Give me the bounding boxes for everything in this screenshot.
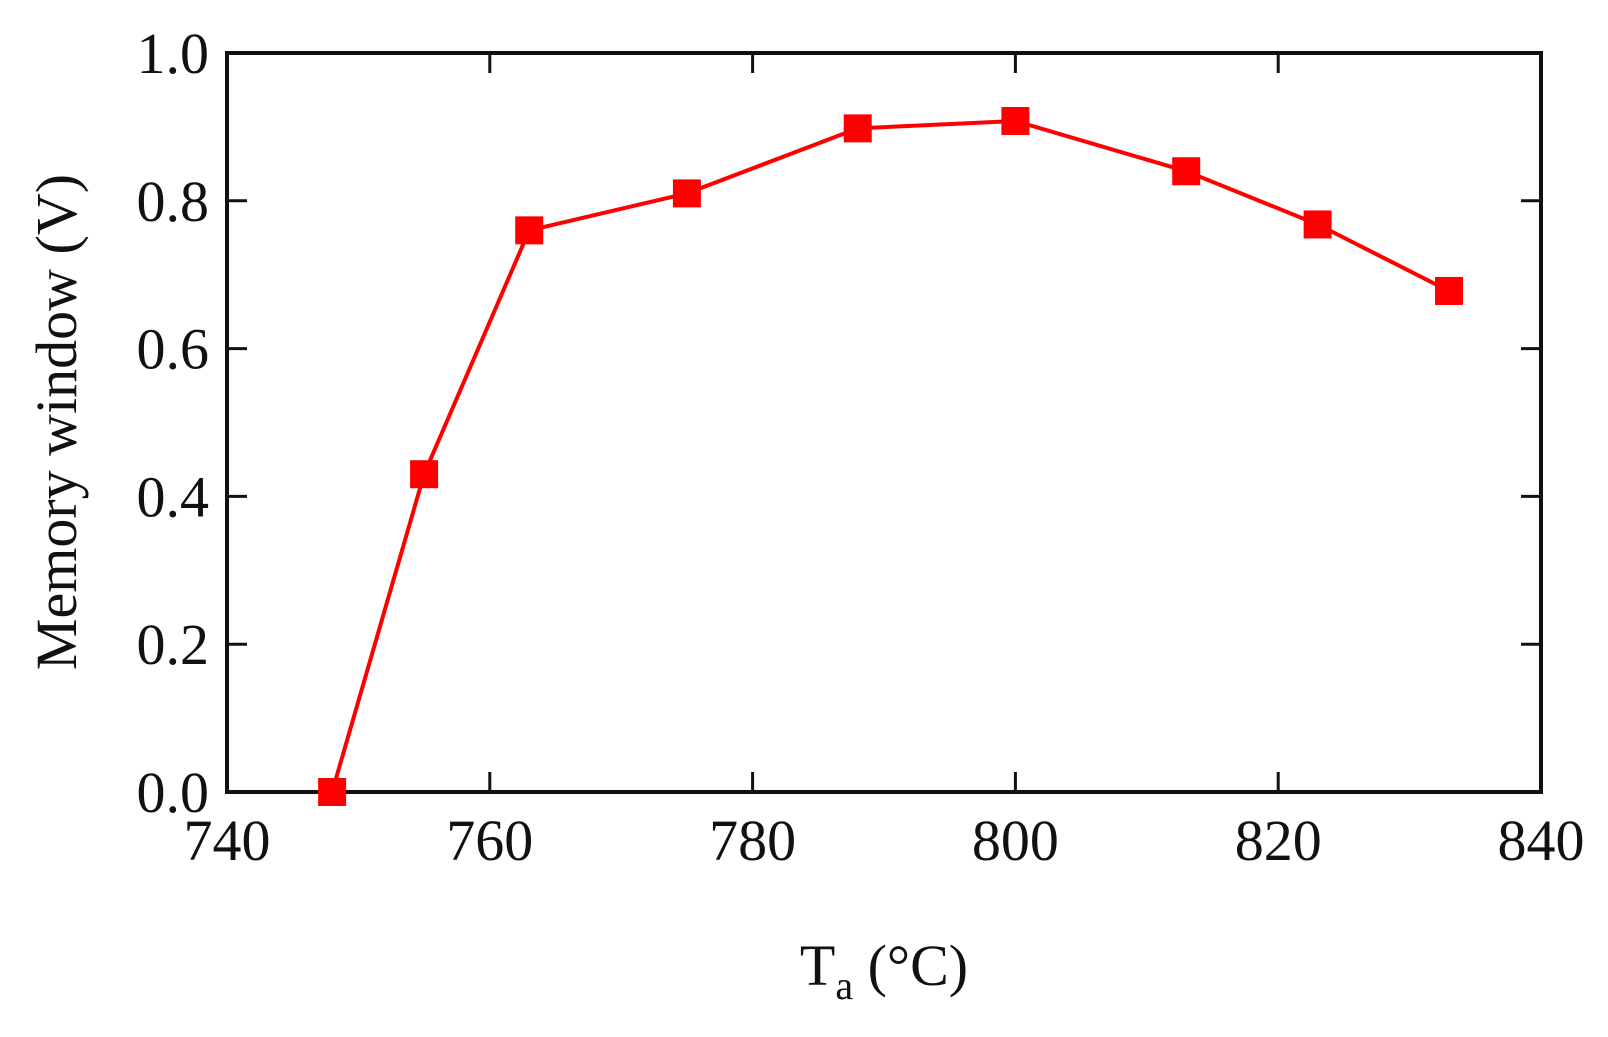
series-line <box>330 119 1450 793</box>
x-axis-title-main: T <box>800 933 835 998</box>
data-point <box>843 114 872 143</box>
y-tick-label: 0.4 <box>137 464 210 529</box>
x-tick-label: 780 <box>709 808 796 873</box>
x-tick-label: 760 <box>446 808 533 873</box>
plot-frame <box>225 51 1543 794</box>
data-point <box>515 216 544 245</box>
y-axis-title: Memory window (V) <box>24 174 89 670</box>
data-point <box>1303 210 1332 239</box>
x-axis-title: Ta (°C) <box>800 933 968 1008</box>
x-tick-label: 800 <box>972 808 1059 873</box>
y-tick-label: 1.0 <box>137 21 210 86</box>
y-tick-label: 0.0 <box>137 760 210 825</box>
x-tick-label: 740 <box>184 808 271 873</box>
y-tick-label: 0.2 <box>137 612 210 677</box>
x-axis-title-sub: a <box>835 963 853 1008</box>
data-point <box>410 460 439 489</box>
y-tick-label: 0.6 <box>137 317 210 382</box>
data-point <box>1172 157 1201 186</box>
data-point <box>672 179 701 208</box>
x-tick-label: 820 <box>1235 808 1322 873</box>
data-point <box>1435 276 1464 305</box>
tick-labels: 740 760 780 800 820 840 0.0 0.2 0.4 0.6 0.8 1.0 <box>137 21 1585 873</box>
ticks <box>225 51 1543 794</box>
y-tick-label: 0.8 <box>137 169 210 234</box>
x-axis-title-unit: (°C) <box>853 933 968 998</box>
data-point <box>1001 106 1030 135</box>
data-point <box>318 778 347 806</box>
series <box>318 106 1464 806</box>
x-tick-label: 840 <box>1498 808 1585 873</box>
